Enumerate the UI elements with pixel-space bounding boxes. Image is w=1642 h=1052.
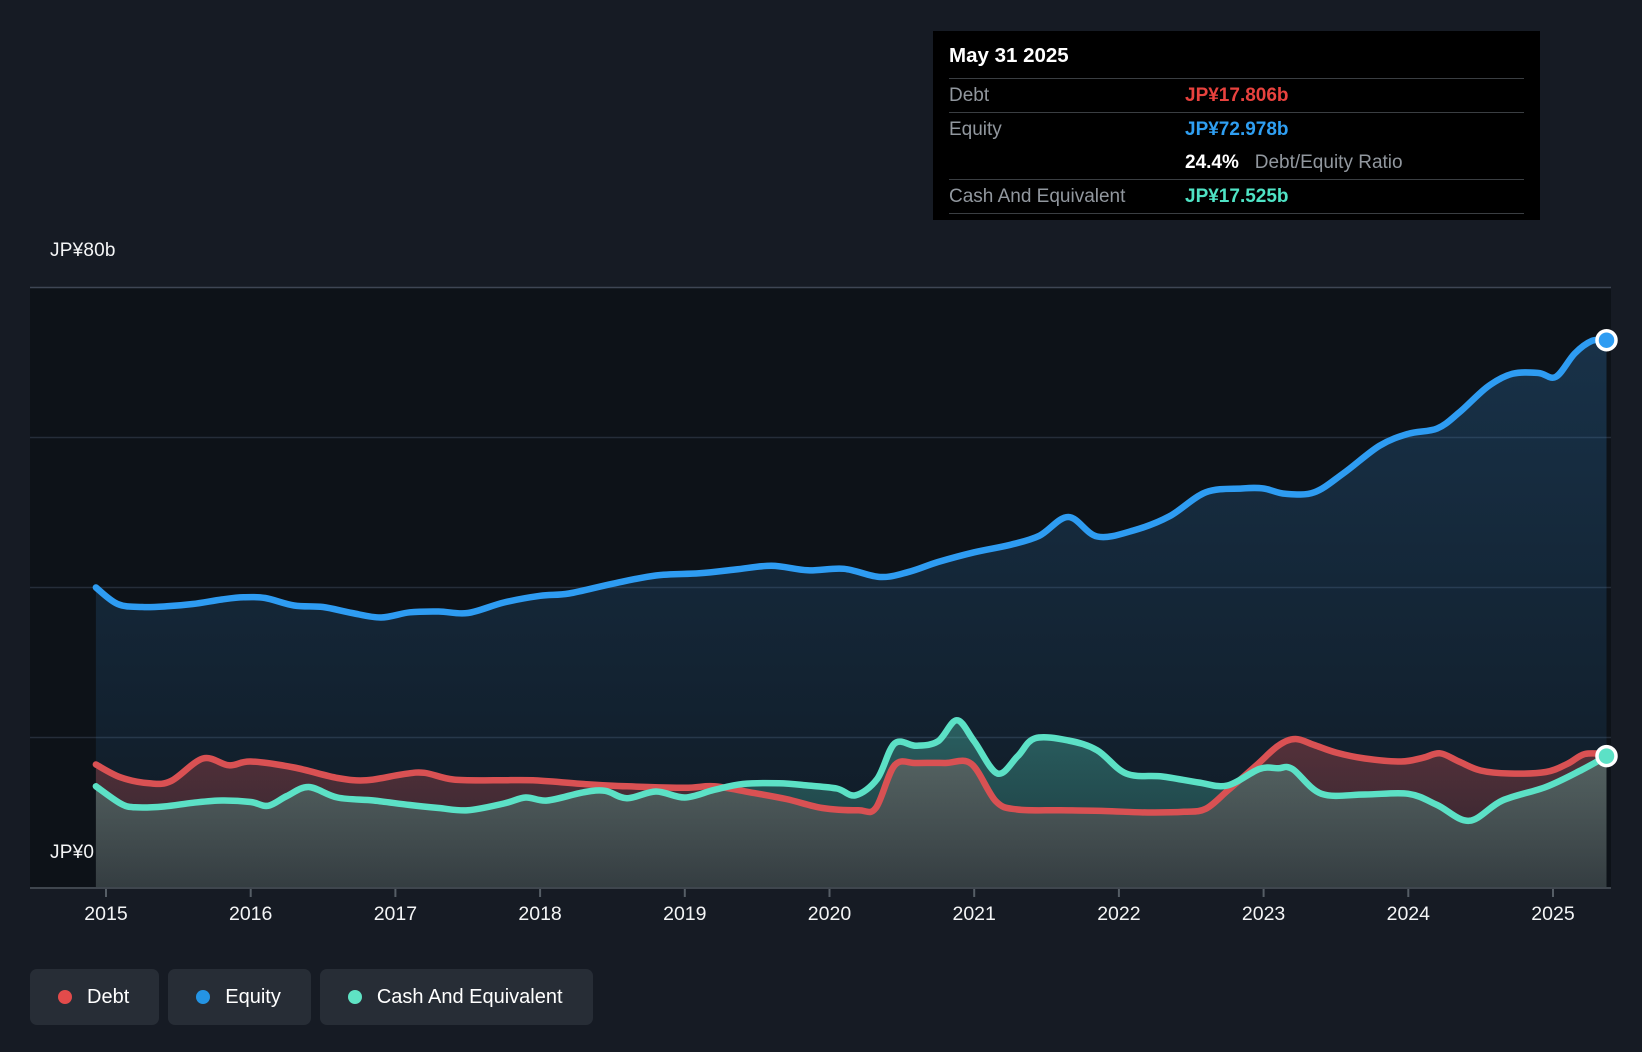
tooltip-date: May 31 2025	[949, 31, 1524, 79]
chart-tooltip: May 31 2025 Debt JP¥17.806b Equity JP¥72…	[933, 31, 1540, 220]
x-axis-label-2016: 2016	[228, 903, 273, 925]
debt-color-dot	[58, 990, 72, 1004]
tooltip-row-equity: Equity JP¥72.978b	[949, 113, 1524, 146]
x-axis-label-2019: 2019	[663, 903, 707, 925]
x-axis-label-2021: 2021	[952, 903, 996, 925]
x-axis-label-2017: 2017	[373, 903, 418, 925]
tooltip-row-ratio: 24.4% Debt/Equity Ratio	[949, 146, 1524, 180]
x-axis-label-2022: 2022	[1097, 903, 1141, 925]
cash-endpoint-marker[interactable]	[1595, 744, 1618, 768]
equity-line[interactable]	[92, 336, 1610, 621]
x-axis-labels: 2015 2016 2017 2018 2019 2020 2021 2022 2023 2024…	[0, 903, 1642, 929]
debt-line[interactable]	[92, 735, 1610, 816]
x-axis-label-2025: 2025	[1531, 903, 1575, 925]
cash-line[interactable]	[92, 717, 1610, 825]
x-axis-label-2024: 2024	[1386, 903, 1430, 925]
cash-color-dot	[347, 990, 362, 1004]
cash-label: Cash And Equivalent	[949, 185, 1126, 207]
equity-color-dot	[196, 990, 211, 1004]
y-axis-label-top: JP¥80b	[50, 240, 116, 261]
legend-label-debt: Debt	[87, 985, 130, 1008]
x-axis-label-2015: 2015	[84, 903, 128, 925]
x-axis-label-2023: 2023	[1241, 903, 1286, 925]
debt-label: Debt	[949, 84, 990, 106]
cash-area	[95, 720, 1607, 888]
legend-label-cash: Cash And Equivalent	[376, 985, 563, 1008]
legend-item-debt[interactable]: Debt	[30, 969, 160, 1025]
x-axis-label-2020: 2020	[807, 903, 852, 925]
debt-value: JP¥17.806b	[1185, 84, 1289, 106]
debt-equity-ratio-value: 24.4%	[1185, 151, 1239, 173]
equity-endpoint-marker[interactable]	[1595, 328, 1618, 352]
legend-item-cash[interactable]: Cash And Equivalent	[319, 969, 593, 1025]
debt-equity-ratio-label	[1244, 152, 1249, 173]
y-axis-label-zero: JP¥0	[50, 842, 95, 863]
legend-label-equity: Equity	[225, 985, 281, 1008]
tooltip-row-debt: Debt JP¥17.806b	[949, 79, 1524, 113]
tooltip-row-cash: Cash And Equivalent JP¥17.525b	[949, 180, 1524, 214]
equity-area	[95, 339, 1607, 888]
chart-legend: Debt Equity Cash And Equivalent	[30, 969, 593, 1025]
legend-item-equity[interactable]: Equity	[168, 969, 311, 1025]
x-axis-label-2018: 2018	[518, 903, 562, 925]
cash-value: JP¥17.525b	[1185, 185, 1289, 207]
equity-value: JP¥72.978b	[1185, 118, 1289, 140]
equity-label: Equity	[949, 118, 1002, 140]
